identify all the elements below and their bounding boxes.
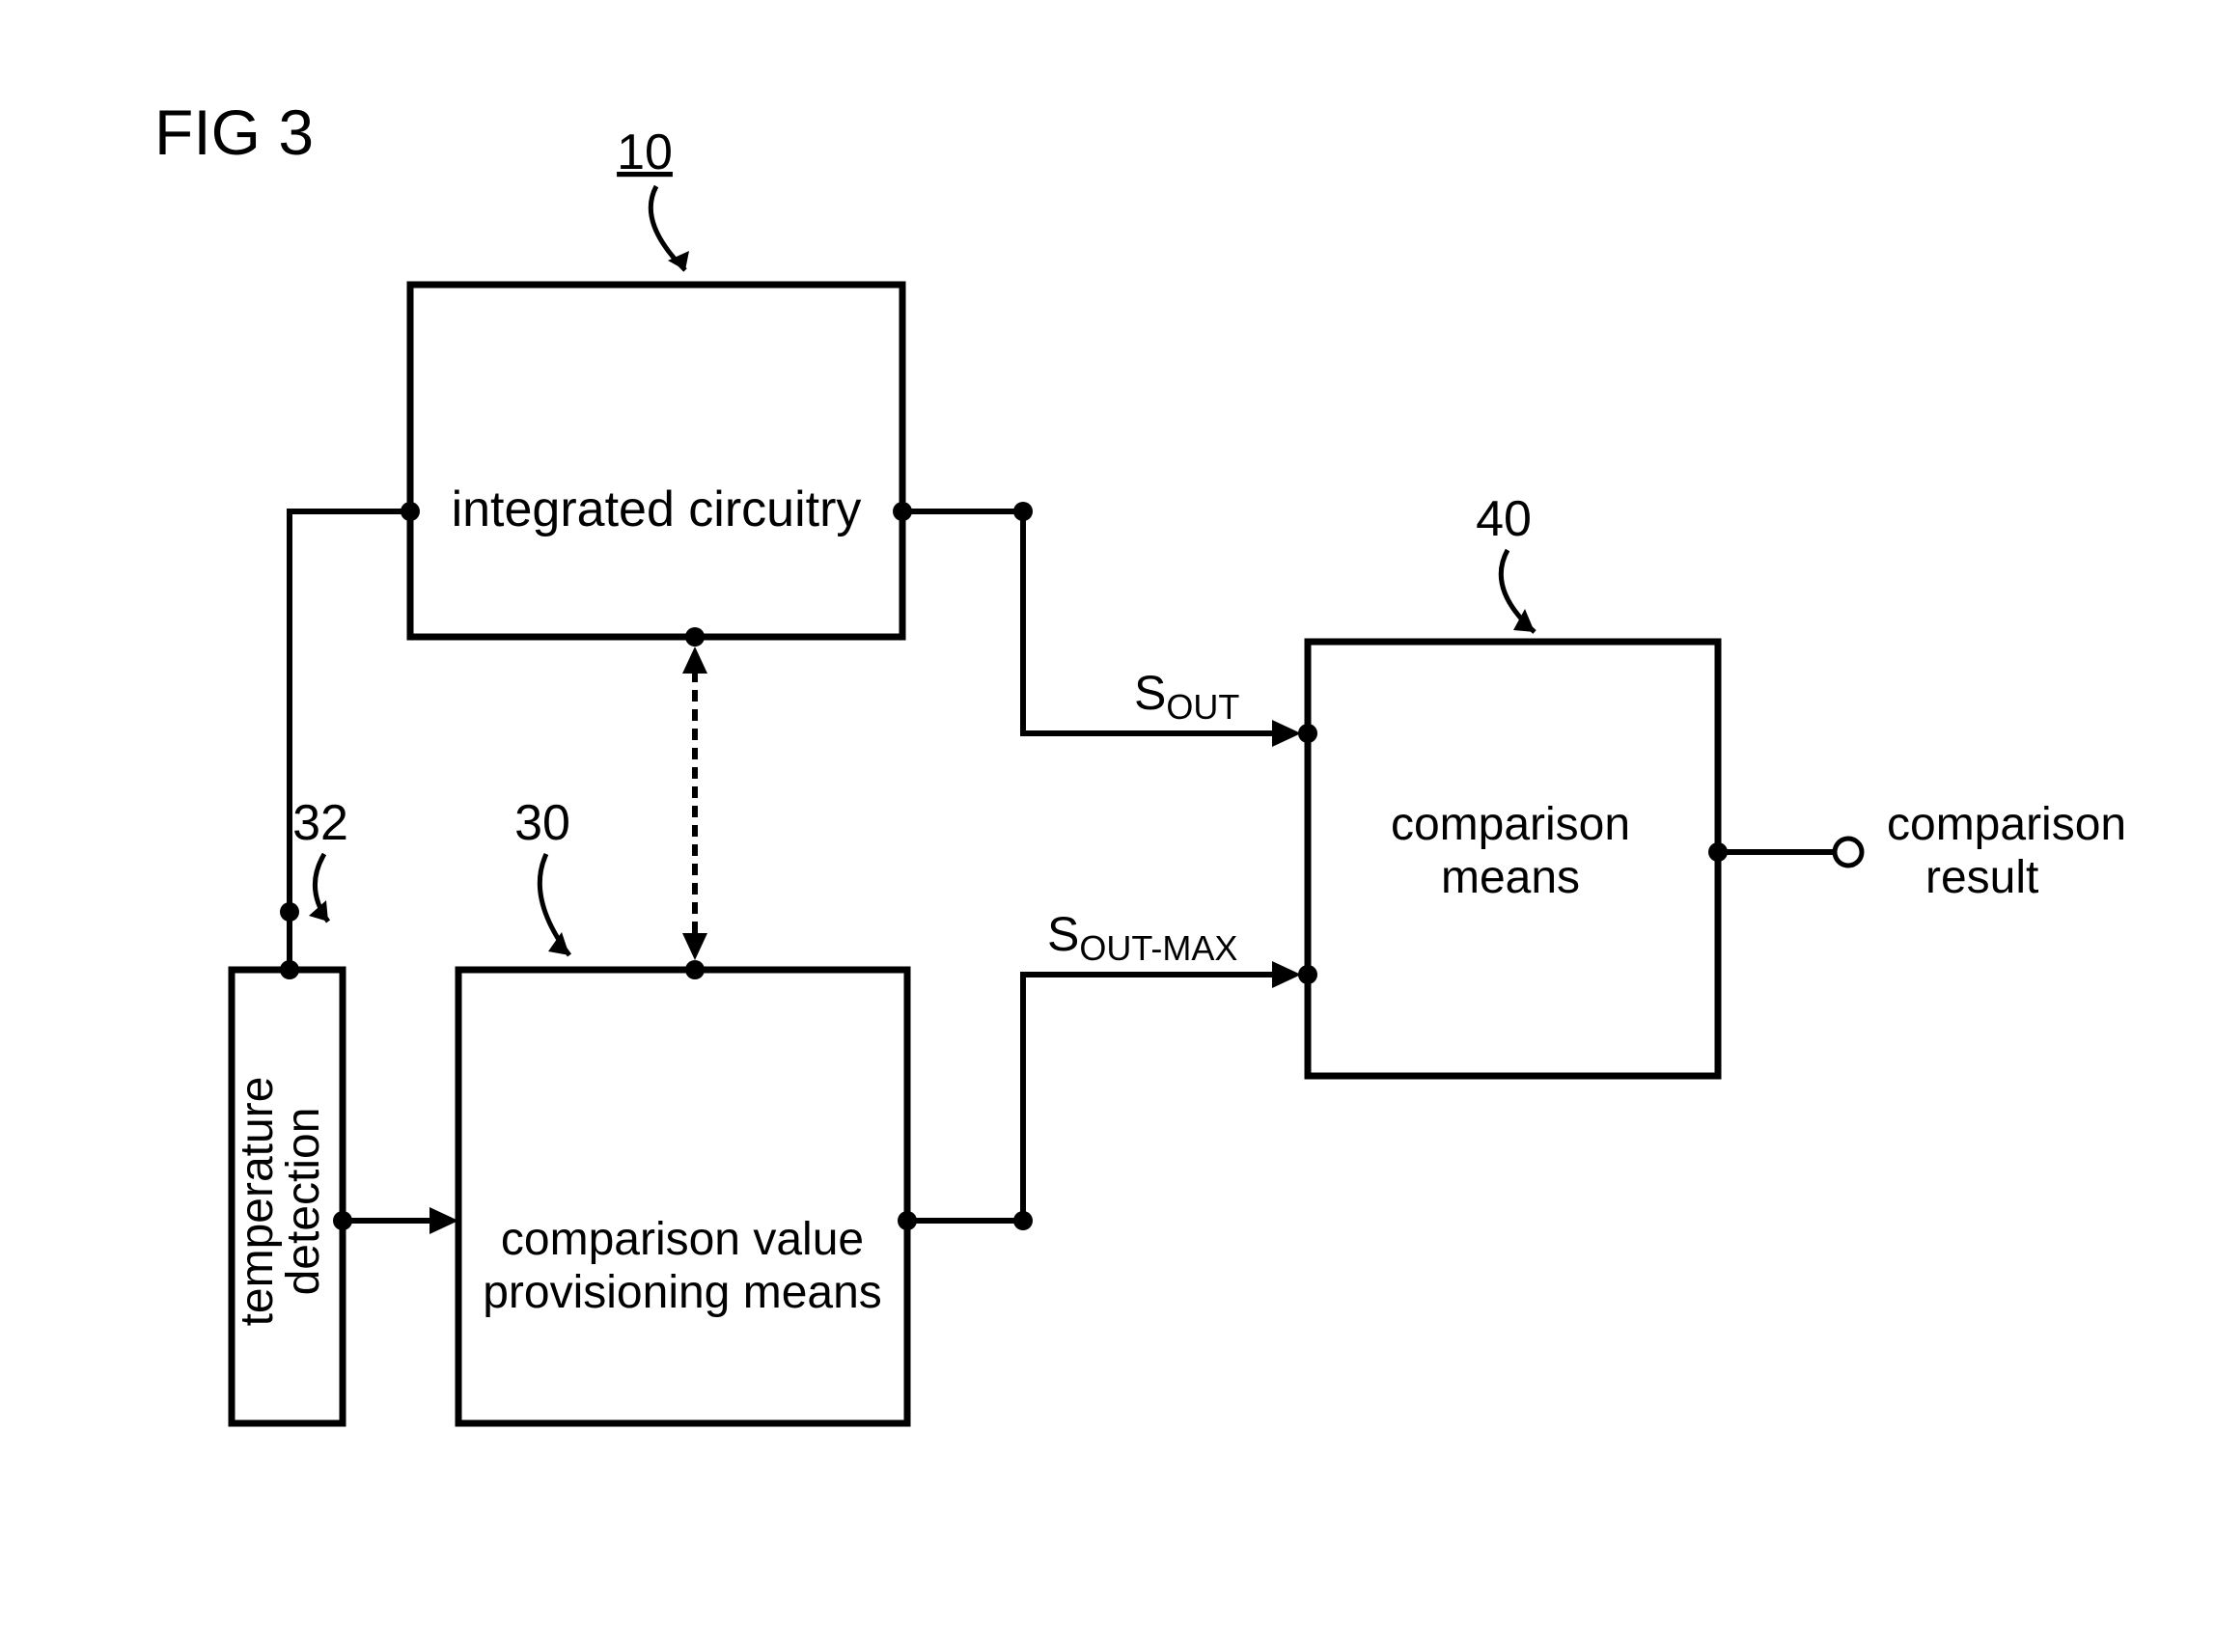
block-integrated-circuitry [410, 285, 902, 637]
block-diagram: FIG 3 integrated circuitry 10 temperatur… [0, 0, 2215, 1652]
node-soutmax-in [1298, 965, 1317, 984]
node-td-top [280, 960, 299, 979]
figure-title: FIG 3 [154, 96, 314, 168]
block-comparison-value [458, 970, 907, 1423]
block-comparison-value-label-1: comparison value [501, 1214, 864, 1265]
ref-40: 40 [1476, 491, 1532, 547]
arrow-dashed-up [682, 647, 707, 674]
node-sout-corner1 [1013, 502, 1033, 521]
arrow-soutmax [1272, 961, 1301, 988]
node-soutmax-corner [1013, 1211, 1033, 1230]
arrow-td-to-cv [429, 1207, 458, 1234]
block-temperature-detection-label-2: detection [278, 1108, 329, 1296]
arrow-sout [1272, 720, 1301, 747]
output-label-2: result [1925, 852, 2038, 903]
ref-32: 32 [292, 795, 348, 851]
node-cv-top [685, 960, 705, 979]
ref-40-pointer [1501, 550, 1535, 632]
block-comparison-means-label-2: means [1441, 852, 1580, 903]
ref-30: 30 [514, 795, 570, 851]
ref-30-pointer [540, 854, 569, 955]
line-ic-to-td [290, 511, 410, 970]
block-comparison-value-label-2: provisioning means [483, 1267, 882, 1318]
node-junction-1 [280, 902, 299, 922]
block-integrated-circuitry-label: integrated circuitry [452, 482, 862, 537]
ref-10: 10 [617, 124, 673, 180]
output-label-1: comparison [1887, 799, 2126, 850]
block-comparison-means-label-1: comparison [1391, 799, 1630, 850]
line-soutmax [907, 975, 1282, 1221]
label-sout: SOUT [1134, 666, 1239, 727]
block-temperature-detection-label-1: temperature [232, 1077, 283, 1327]
arrow-dashed-down [682, 933, 707, 960]
node-ic-bottom [685, 627, 705, 647]
terminal-output [1835, 839, 1862, 866]
label-soutmax: SOUT-MAX [1047, 907, 1237, 968]
node-sout-in [1298, 724, 1317, 743]
